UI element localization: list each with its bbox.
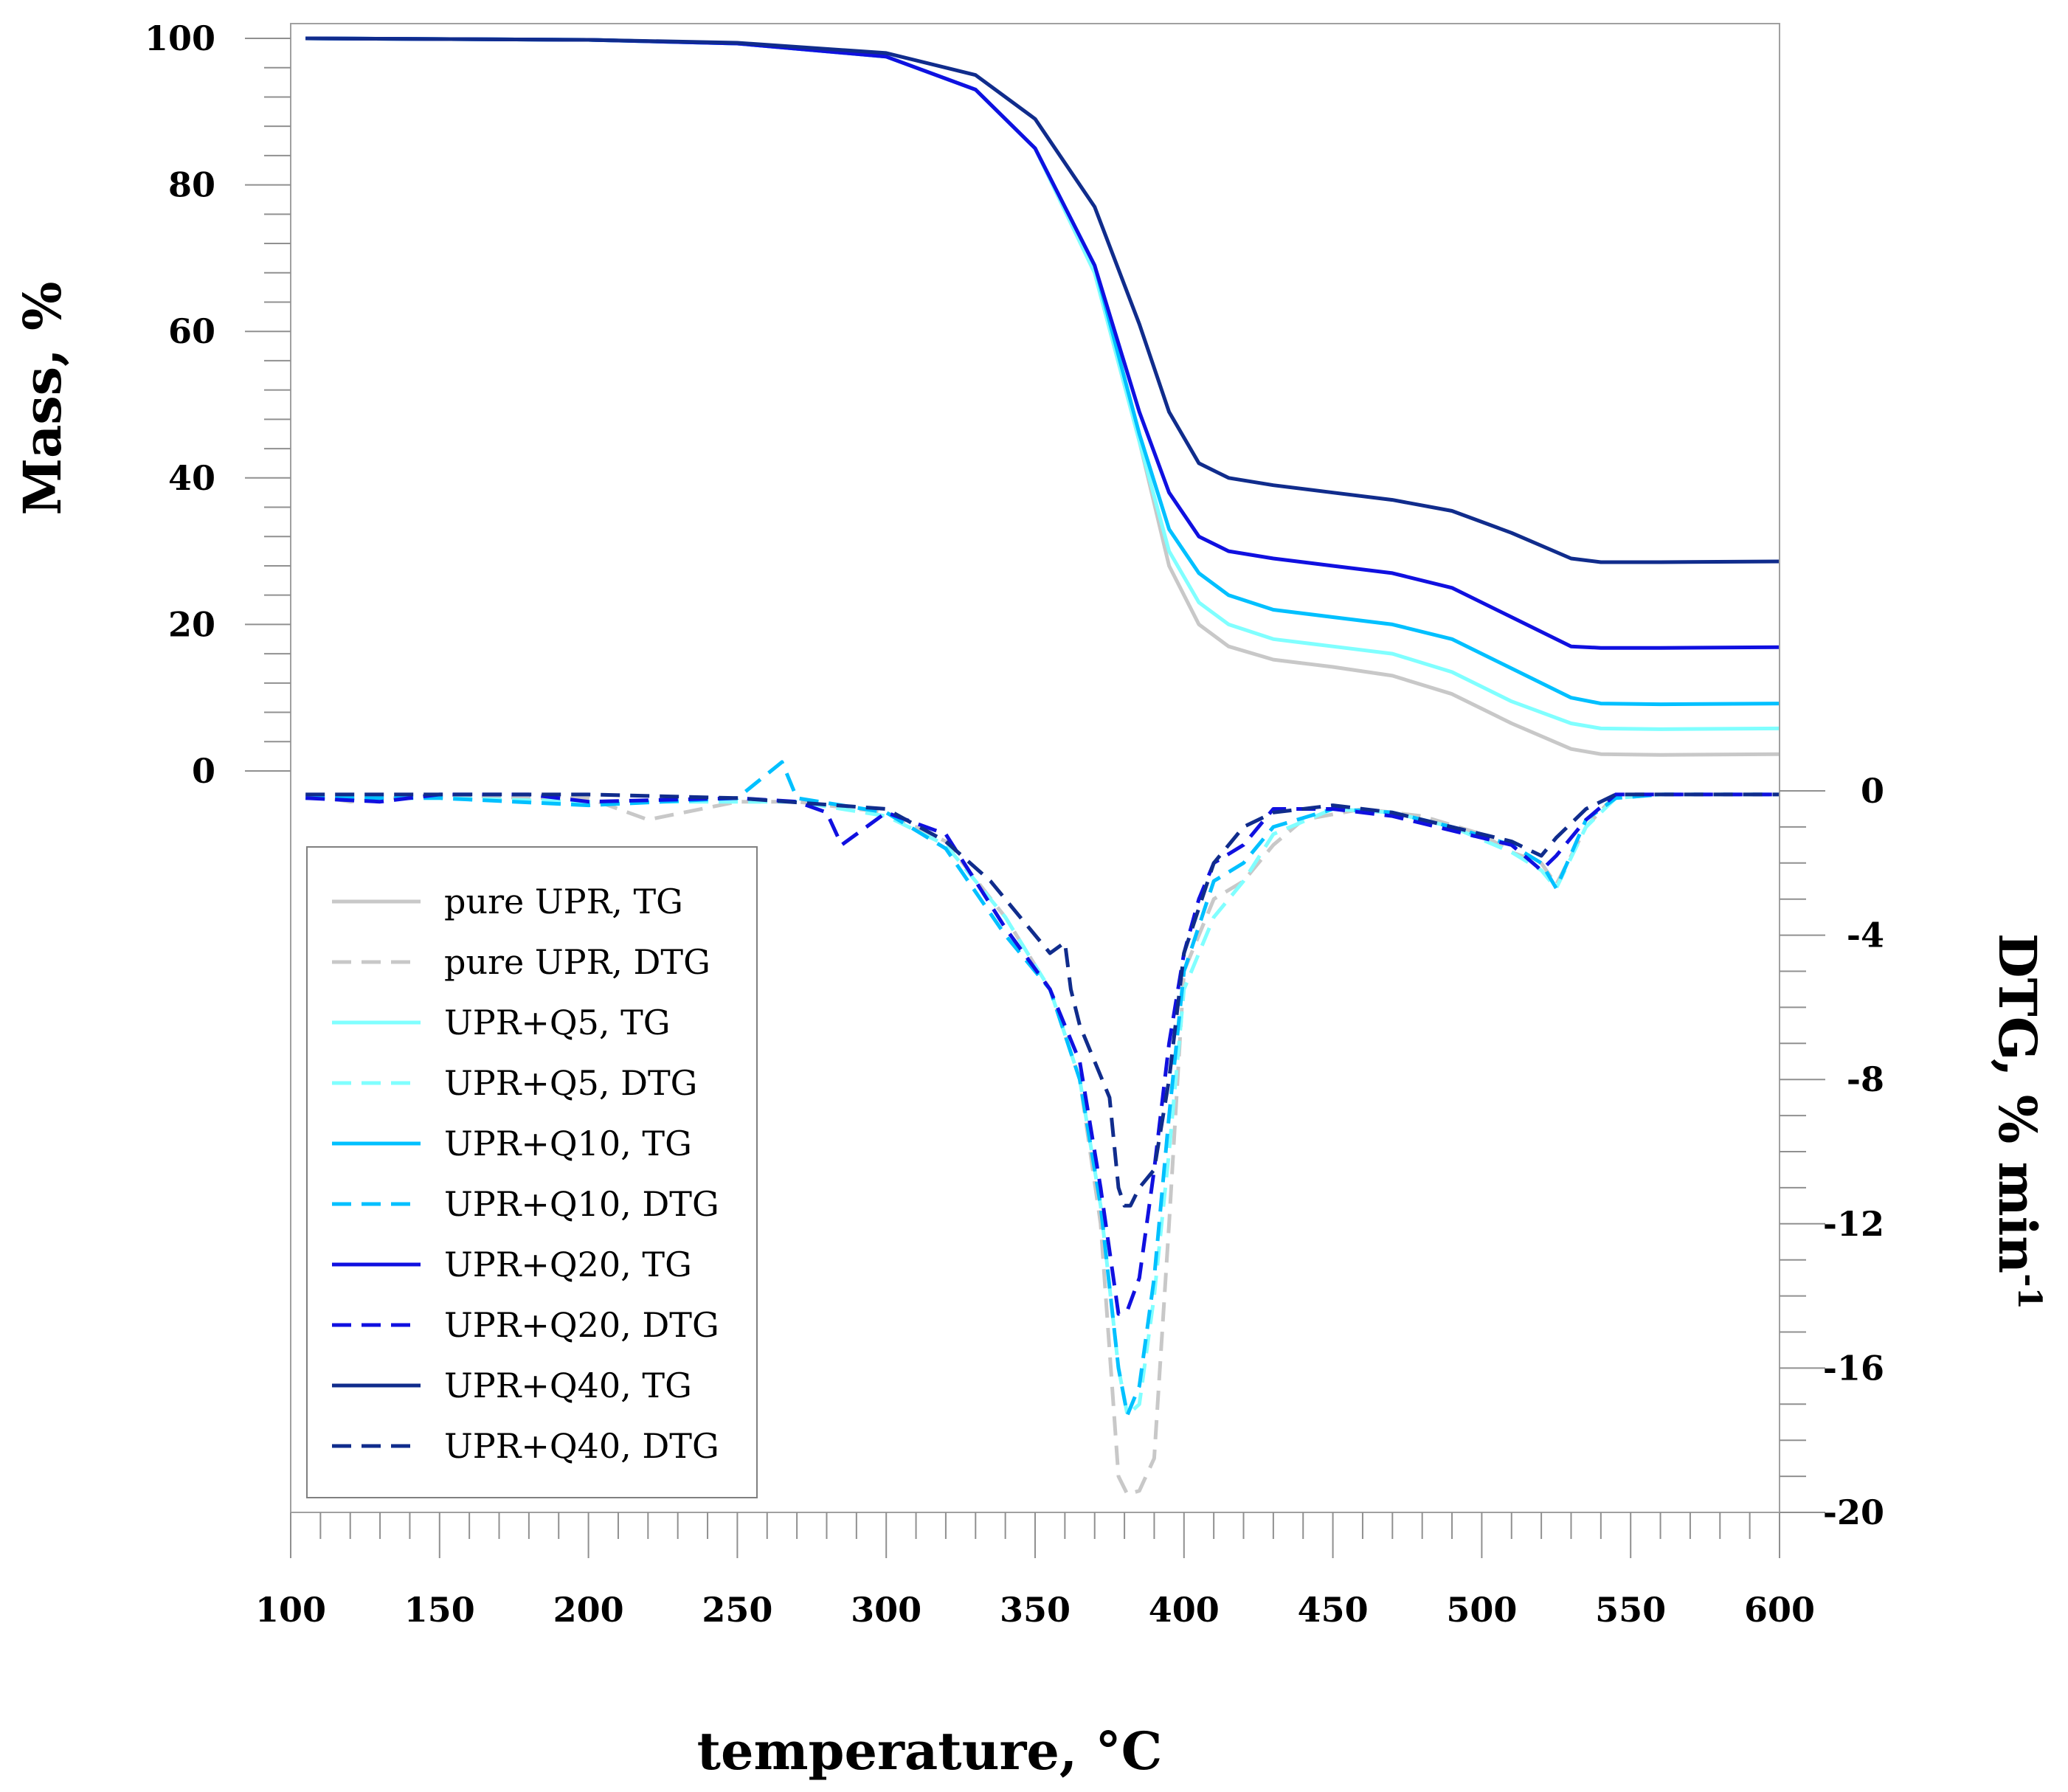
x-tick-label: 500 — [1446, 1590, 1517, 1630]
x-tick-label: 450 — [1298, 1590, 1369, 1630]
legend-label: UPR+Q5, TG — [444, 1003, 671, 1042]
y2-axis-title-text: DTG, % min — [1987, 933, 2048, 1273]
x-tick-label: 100 — [255, 1590, 326, 1630]
x-tick-label: 350 — [1000, 1590, 1071, 1630]
legend-label: UPR+Q20, DTG — [444, 1305, 719, 1345]
y2-tick-label: -4 — [1847, 916, 1884, 955]
y-tick-label: 100 — [145, 18, 215, 58]
x-tick-label: 550 — [1595, 1590, 1666, 1630]
legend-label: UPR+Q10, DTG — [444, 1184, 719, 1224]
legend-label: pure UPR, TG — [444, 882, 683, 921]
legend-label: UPR+Q10, TG — [444, 1124, 692, 1163]
y2-axis-title: DTG, % min-1 — [1987, 933, 2048, 1310]
x-tick-label: 600 — [1744, 1590, 1815, 1630]
legend-label: UPR+Q5, DTG — [444, 1063, 697, 1103]
series-layer — [305, 36, 1780, 1496]
y-axis-title: Mass, % — [12, 282, 73, 516]
y-tick-label: 20 — [168, 604, 215, 644]
series-line-3 — [305, 792, 1780, 1417]
x-tick-label: 150 — [404, 1590, 475, 1630]
y-tick-label: 60 — [168, 311, 215, 351]
legend-label: UPR+Q40, DTG — [444, 1426, 719, 1466]
y-tick-label: 40 — [168, 458, 215, 498]
legend-label: UPR+Q40, TG — [444, 1366, 692, 1405]
series-line-9 — [305, 792, 1780, 1208]
y2-tick-label: -12 — [1823, 1204, 1884, 1244]
x-tick-label: 250 — [702, 1590, 772, 1630]
axes-layer: 100 150 200 250 300 350 400 450 500 550 6000204060… — [145, 18, 1884, 1630]
legend: pure UPR, TG pure UPR, DTG UPR+Q5, TG UPR+Q… — [306, 846, 758, 1498]
y2-axis-title-superscript: -1 — [2010, 1273, 2048, 1310]
legend-box — [306, 846, 758, 1498]
x-tick-label: 400 — [1149, 1590, 1220, 1630]
y-tick-label: 80 — [168, 165, 215, 205]
y-tick-label: 0 — [192, 751, 215, 791]
y2-tick-label: -8 — [1847, 1059, 1884, 1099]
series-line-6 — [305, 36, 1780, 650]
y2-tick-label: -20 — [1823, 1492, 1884, 1532]
legend-label: pure UPR, DTG — [444, 942, 710, 982]
series-line-8 — [305, 36, 1780, 564]
y2-axis-title-group: DTG, % min-1 — [1987, 933, 2048, 1310]
y2-tick-label: 0 — [1861, 771, 1884, 811]
legend-label: UPR+Q20, TG — [444, 1245, 692, 1284]
y2-tick-label: -16 — [1823, 1348, 1884, 1388]
x-axis-title: temperature, °C — [697, 1720, 1163, 1782]
series-line-7 — [305, 792, 1780, 1316]
x-tick-label: 200 — [553, 1590, 624, 1630]
x-tick-label: 300 — [851, 1590, 921, 1630]
